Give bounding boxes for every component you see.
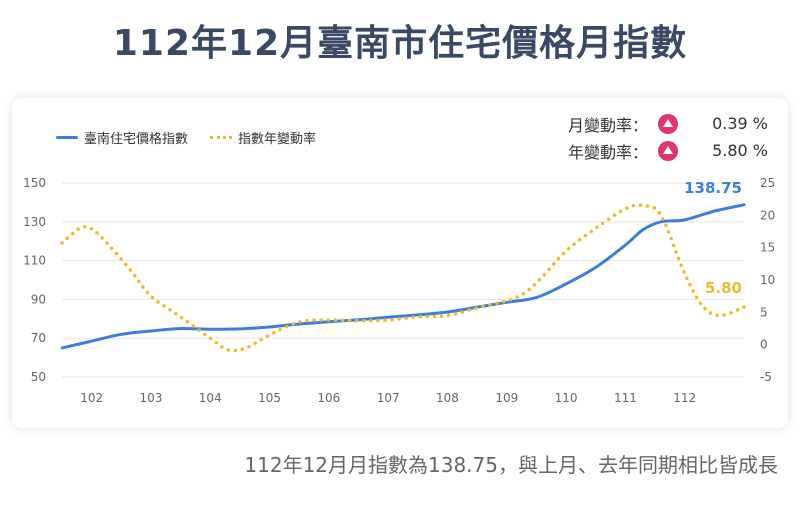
- y-left-tick-label: 110: [23, 254, 46, 268]
- y-right-tick-label: 15: [760, 241, 775, 255]
- up-triangle-icon: [658, 113, 678, 134]
- change-rate-panel: 月變動率： 0.39 % 年變動率： 5.80 %: [568, 110, 768, 164]
- data-label-change: 5.80: [705, 279, 742, 297]
- series-line-index: [60, 203, 746, 350]
- page-title: 112年12月臺南市住宅價格月指數: [112, 23, 688, 64]
- x-tick-label: 107: [377, 391, 400, 405]
- chart-legend: 臺南住宅價格指數 指數年變動率: [56, 128, 328, 147]
- y-right-tick-label: 0: [760, 338, 768, 352]
- y-left-tick-label: 90: [31, 292, 46, 306]
- y-left-tick-label: 70: [31, 331, 46, 345]
- yearly-change-row: 年變動率： 5.80 %: [568, 137, 768, 164]
- legend-item-index[interactable]: 臺南住宅價格指數: [56, 128, 188, 147]
- yearly-change-value: 5.80 %: [712, 141, 768, 160]
- legend-label-index: 臺南住宅價格指數: [84, 132, 189, 147]
- x-tick-label: 110: [555, 391, 578, 405]
- yearly-change-label: 年變動率：: [568, 142, 649, 162]
- monthly-change-row: 月變動率： 0.39 %: [568, 110, 768, 137]
- x-tick-label: 112: [673, 391, 696, 405]
- y-left-tick-label: 130: [23, 215, 46, 229]
- monthly-change-value: 0.39 %: [712, 114, 768, 133]
- y-right-tick-label: -5: [760, 370, 772, 384]
- up-triangle-icon: [658, 140, 678, 161]
- y-left-tick-label: 50: [31, 370, 46, 384]
- x-tick-label: 105: [258, 391, 281, 405]
- legend-dotted-line-icon: [210, 136, 233, 139]
- legend-item-change[interactable]: 指數年變動率: [210, 128, 316, 147]
- chart-card: 50 70 90 110 130 150 -5 0 5 10 15 20 25 102 103 104 105 1…: [12, 98, 788, 428]
- legend-solid-line-icon: [56, 136, 78, 139]
- data-label-index: 138.75: [684, 179, 742, 197]
- chart-caption: 112年12月月指數為138.75，與上月、去年同期相比皆成長: [244, 453, 778, 477]
- x-tick-label: 109: [495, 391, 518, 405]
- x-tick-label: 111: [614, 391, 637, 405]
- legend-label-change: 指數年變動率: [238, 132, 317, 147]
- y-right-tick-label: 10: [760, 273, 775, 287]
- x-tick-label: 106: [317, 391, 340, 405]
- x-tick-label: 103: [140, 391, 163, 405]
- y-right-tick-label: 5: [760, 305, 768, 319]
- line-chart: 50 70 90 110 130 150 -5 0 5 10 15 20 25 102 103 104 105 1…: [23, 176, 775, 405]
- monthly-change-label: 月變動率：: [568, 115, 649, 135]
- y-right-tick-label: 25: [760, 176, 775, 190]
- y-right-tick-label: 20: [760, 208, 775, 222]
- x-tick-label: 108: [436, 391, 459, 405]
- y-left-tick-label: 150: [23, 176, 46, 190]
- x-tick-label: 104: [199, 391, 222, 405]
- x-tick-label: 102: [80, 391, 103, 405]
